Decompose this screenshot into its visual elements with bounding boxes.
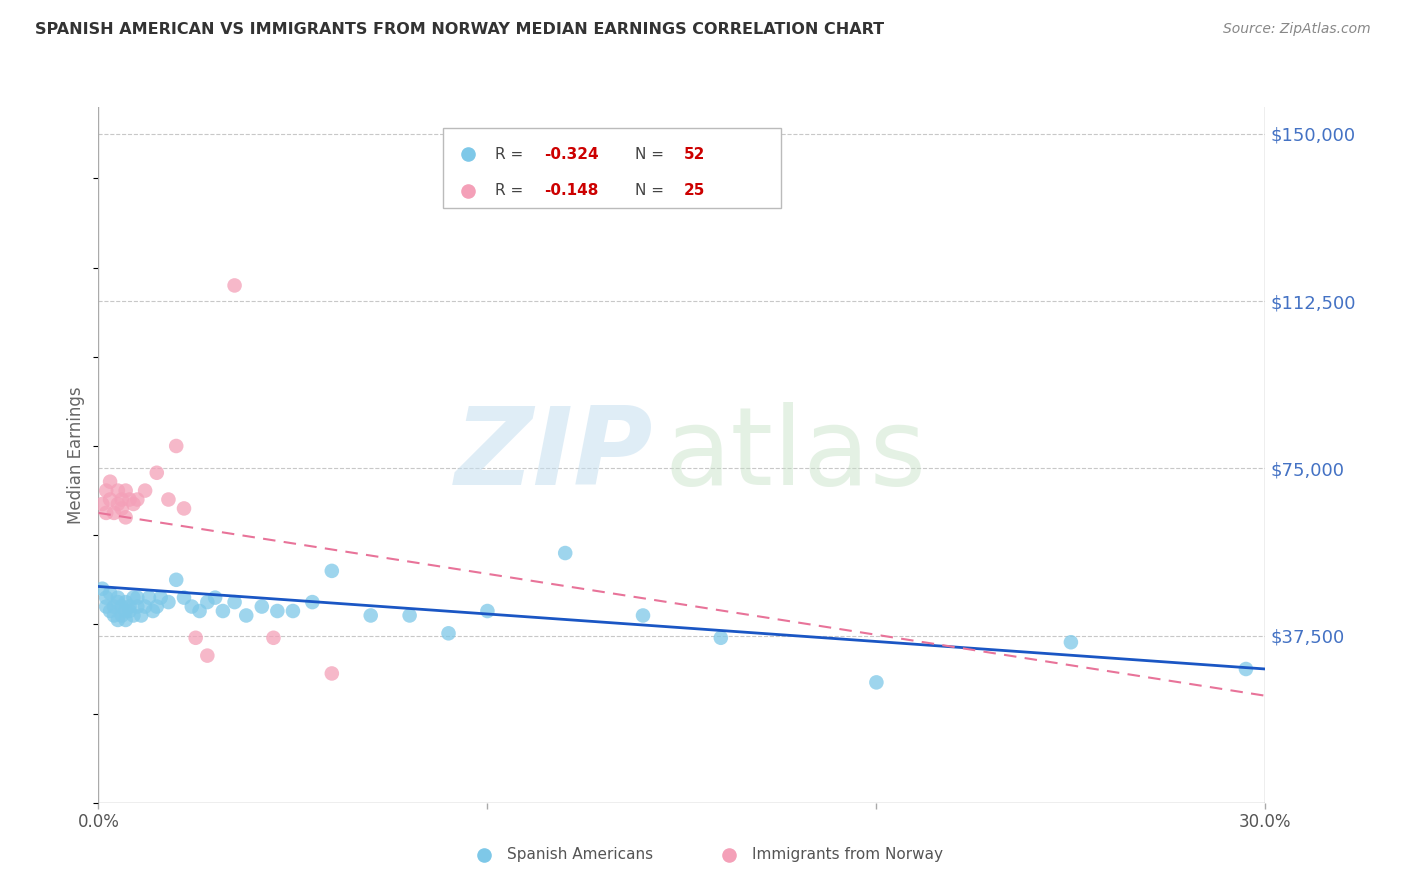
Point — [204, 591, 226, 605]
Point — [134, 599, 156, 614]
Text: N =: N = — [636, 183, 669, 198]
Point — [165, 439, 187, 453]
Point — [134, 483, 156, 498]
Point — [184, 631, 207, 645]
Point — [250, 599, 273, 614]
Point — [146, 599, 169, 614]
Point — [165, 573, 187, 587]
Point — [224, 595, 246, 609]
Point — [103, 599, 125, 614]
Point — [212, 604, 235, 618]
Point — [437, 626, 460, 640]
Point — [107, 591, 129, 605]
Point — [98, 492, 121, 507]
Point — [1371, 796, 1393, 810]
Point — [398, 608, 420, 623]
Point — [98, 586, 121, 600]
Point — [96, 591, 118, 605]
Point — [195, 648, 218, 663]
Point — [107, 497, 129, 511]
Point — [301, 595, 323, 609]
Point — [91, 582, 114, 596]
Point — [127, 591, 149, 605]
Point — [1060, 635, 1083, 649]
Point — [1320, 796, 1343, 810]
Point — [146, 466, 169, 480]
Point — [107, 483, 129, 498]
Point — [1320, 796, 1343, 810]
Point — [157, 492, 180, 507]
Point — [111, 608, 134, 623]
Point — [118, 604, 141, 618]
Point — [266, 604, 288, 618]
Point — [114, 604, 136, 618]
Point — [129, 608, 152, 623]
Point — [111, 501, 134, 516]
Point — [631, 608, 654, 623]
Point — [122, 591, 145, 605]
Point — [865, 675, 887, 690]
Point — [195, 595, 218, 609]
Point — [157, 595, 180, 609]
Text: 52: 52 — [685, 147, 706, 161]
Point — [98, 475, 121, 489]
Point — [235, 608, 257, 623]
Text: N =: N = — [636, 147, 669, 161]
Point — [149, 591, 172, 605]
Point — [96, 599, 118, 614]
Point — [173, 501, 195, 516]
Point — [321, 666, 343, 681]
Text: Immigrants from Norway: Immigrants from Norway — [752, 847, 943, 863]
Point — [281, 604, 304, 618]
Text: Source: ZipAtlas.com: Source: ZipAtlas.com — [1223, 22, 1371, 37]
Point — [1234, 662, 1257, 676]
Y-axis label: Median Earnings: Median Earnings — [67, 386, 86, 524]
Point — [127, 492, 149, 507]
Point — [224, 278, 246, 293]
Point — [173, 591, 195, 605]
Point — [477, 604, 499, 618]
Point — [554, 546, 576, 560]
Point — [114, 483, 136, 498]
Text: atlas: atlas — [665, 402, 927, 508]
Point — [710, 631, 733, 645]
Point — [122, 497, 145, 511]
Text: SPANISH AMERICAN VS IMMIGRANTS FROM NORWAY MEDIAN EARNINGS CORRELATION CHART: SPANISH AMERICAN VS IMMIGRANTS FROM NORW… — [35, 22, 884, 37]
Point — [103, 608, 125, 623]
Point — [360, 608, 382, 623]
Point — [111, 599, 134, 614]
Point — [103, 506, 125, 520]
Text: Spanish Americans: Spanish Americans — [506, 847, 652, 863]
Point — [114, 613, 136, 627]
Point — [142, 604, 165, 618]
Point — [122, 608, 145, 623]
Point — [98, 604, 121, 618]
Point — [91, 497, 114, 511]
Text: 25: 25 — [685, 183, 706, 198]
Point — [127, 599, 149, 614]
Point — [107, 595, 129, 609]
Text: ZIP: ZIP — [454, 402, 652, 508]
Text: R =: R = — [495, 147, 529, 161]
Point — [321, 564, 343, 578]
Point — [262, 631, 284, 645]
Point — [107, 613, 129, 627]
Point — [138, 591, 160, 605]
Text: R =: R = — [495, 183, 529, 198]
Point — [96, 483, 118, 498]
Point — [180, 599, 202, 614]
Point — [118, 599, 141, 614]
Text: -0.148: -0.148 — [544, 183, 599, 198]
Text: -0.324: -0.324 — [544, 147, 599, 161]
Point — [188, 604, 211, 618]
Point — [114, 510, 136, 524]
Point — [114, 595, 136, 609]
Point — [111, 492, 134, 507]
Point — [96, 506, 118, 520]
Point — [118, 492, 141, 507]
FancyBboxPatch shape — [443, 128, 782, 208]
